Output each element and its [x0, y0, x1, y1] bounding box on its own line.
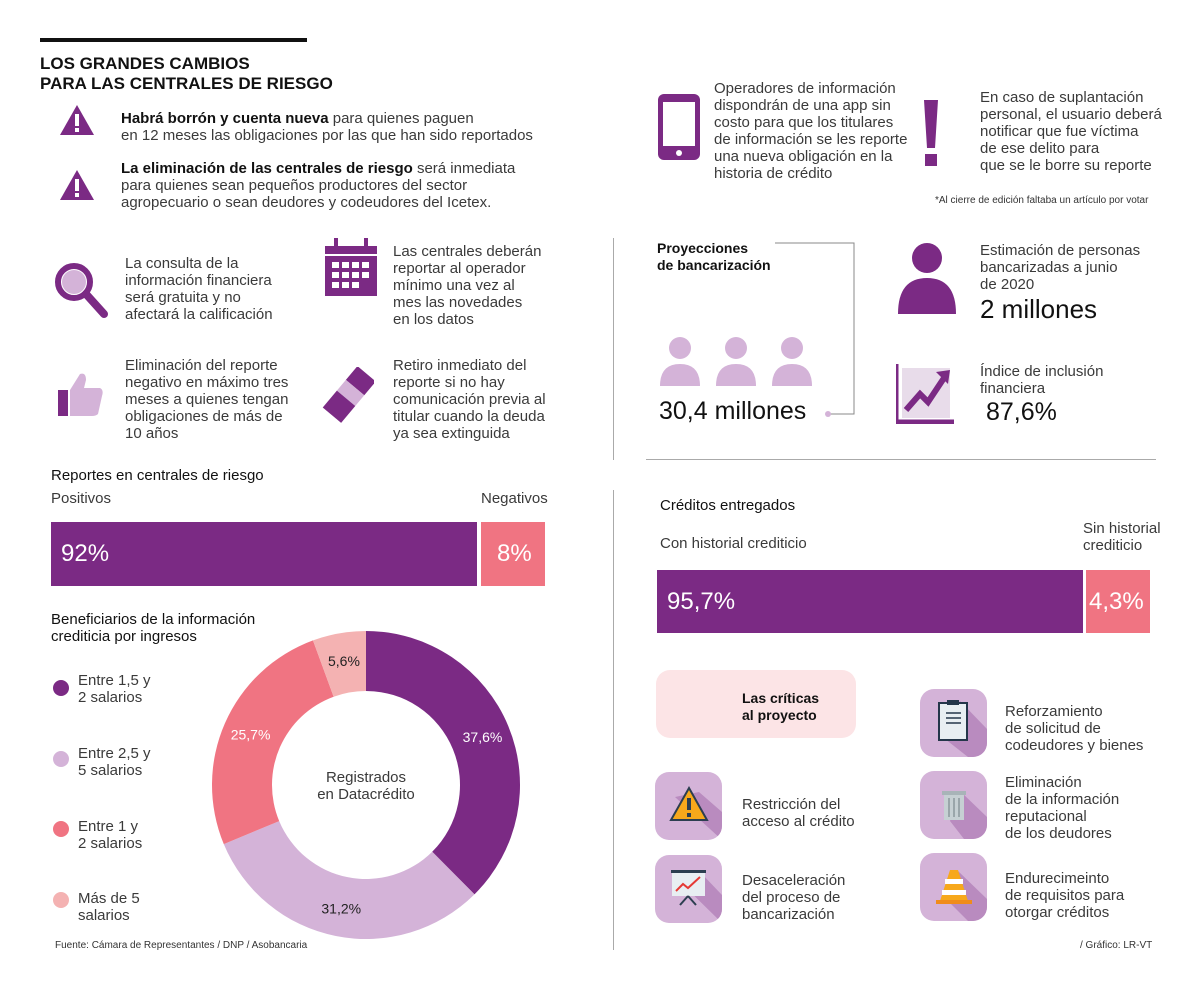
- credit-note: / Gráfico: LR-VT: [1080, 940, 1153, 951]
- reportes-title: Reportes en centrales de riesgo: [51, 467, 264, 484]
- people-icon: [660, 337, 812, 386]
- bracket-line: [700, 242, 855, 417]
- warning-text-1: Habrá borrón y cuenta nueva para quienes…: [121, 110, 533, 144]
- warning-sign-icon: [669, 785, 722, 840]
- legend-swatch: [53, 680, 69, 696]
- clipboard-tile: [920, 689, 987, 757]
- critica-text: Restricción del acceso al crédito: [742, 796, 855, 830]
- legend-label: Entre 1,5 y 2 salarios: [78, 672, 151, 706]
- donut-data-label: 25,7%: [231, 726, 271, 742]
- bar-label: 92%: [61, 540, 110, 567]
- critica-text: Endurecimeinto de requisitos para otorga…: [1005, 870, 1125, 921]
- legend-swatch: [53, 892, 69, 908]
- donut-data-label: 37,6%: [463, 729, 503, 745]
- bar-label: 8%: [497, 540, 532, 567]
- presentation-tile: [655, 855, 722, 923]
- traffic-cone-icon: [936, 870, 987, 921]
- app-text: Operadores de información dispondrán de …: [714, 80, 908, 182]
- sin-historial-label: Sin historial crediticio: [1083, 520, 1161, 554]
- bar-con-historial: 95,7%: [657, 570, 1083, 633]
- negativos-label: Negativos: [481, 490, 548, 507]
- calendar-icon: [325, 238, 377, 296]
- warning-text-2: La eliminación de las centrales de riesg…: [121, 160, 516, 211]
- legend-label: Entre 1 y 2 salarios: [78, 818, 143, 852]
- con-historial-label: Con historial crediticio: [660, 535, 807, 552]
- divider: [646, 459, 1156, 460]
- bar-label: 95,7%: [667, 587, 736, 615]
- legend-swatch: [53, 751, 69, 767]
- divider: [613, 490, 614, 950]
- critica-text: Desaceleración del proceso de bancarizac…: [742, 872, 846, 923]
- growth-chart-icon: [896, 364, 954, 424]
- estimate-value: 2 millones: [980, 294, 1098, 324]
- cone-tile: [920, 853, 987, 921]
- clipboard-icon: [938, 700, 987, 757]
- positivos-label: Positivos: [51, 490, 112, 507]
- donut-slice: [223, 821, 475, 939]
- feature-text-3: Eliminación del reporte negativo en máxi…: [125, 357, 289, 442]
- legend-label: Más de 5 salarios: [78, 890, 140, 924]
- thumbs-up-icon: [58, 373, 103, 416]
- smartphone-icon: [658, 94, 700, 160]
- critica-text: Reforzamiento de solicitud de codeudores…: [1005, 703, 1144, 754]
- legend-label: Entre 2,5 y 5 salarios: [78, 745, 151, 779]
- warning-triangle-icon: [60, 105, 94, 135]
- exclamation-icon: [924, 100, 938, 166]
- estimate-label: Estimación de personas bancarizadas a ju…: [980, 242, 1141, 293]
- bar-sin-historial: 4,3%: [1086, 570, 1150, 633]
- source-note: Fuente: Cámara de Representantes / DNP /…: [55, 940, 308, 951]
- bar-negativos: 8%: [481, 522, 545, 586]
- bar-label: 4,3%: [1089, 587, 1144, 615]
- donut-slice: [366, 631, 520, 895]
- title-rule: [40, 38, 307, 42]
- feature-text-2: Las centrales deberán reportar al operad…: [393, 243, 542, 328]
- donut-data-label: 31,2%: [321, 901, 361, 917]
- divider: [613, 238, 614, 460]
- creditos-title: Créditos entregados: [660, 497, 796, 514]
- trash-icon: [942, 791, 987, 839]
- magnifier-icon: [55, 263, 108, 318]
- eraser-icon: [322, 367, 374, 423]
- criticas-box: [656, 670, 856, 738]
- donut-slice: [212, 640, 334, 845]
- donut-chart: 37,6% 31,2% 25,7% 5,6%: [212, 631, 520, 939]
- criticas-title: Las críticas al proyecto: [742, 690, 820, 723]
- suplantacion-text: En caso de suplantación personal, el usu…: [980, 89, 1162, 174]
- feature-text-1: La consulta de la información financiera…: [125, 255, 273, 323]
- critica-text: Eliminación de la información reputacion…: [1005, 774, 1120, 842]
- legend-swatch: [53, 821, 69, 837]
- warning-triangle-icon: [60, 170, 94, 200]
- index-label: Índice de inclusión financiera: [980, 363, 1104, 397]
- footnote: *Al cierre de edición faltaba un artícul…: [935, 195, 1149, 206]
- bar-positivos: 92%: [51, 522, 477, 586]
- beneficiarios-title: Beneficiarios de la información creditic…: [51, 611, 256, 645]
- index-value: 87,6%: [986, 398, 1057, 426]
- page-title: LOS GRANDES CAMBIOS PARA LAS CENTRALES D…: [40, 54, 333, 93]
- projections-title: Proyecciones de bancarización: [657, 240, 775, 274]
- presentation-chart-icon: [671, 870, 722, 923]
- person-icon: [898, 243, 956, 314]
- feature-text-4: Retiro inmediato del reporte si no hay c…: [393, 357, 546, 442]
- warning-sign-tile: [655, 772, 722, 840]
- people-value: 30,4 millones: [659, 397, 807, 425]
- trash-tile: [920, 771, 987, 839]
- donut-slice: [312, 631, 366, 697]
- donut-center-label: Registrados en Datacrédito: [317, 769, 415, 803]
- donut-data-label: 5,6%: [328, 653, 360, 669]
